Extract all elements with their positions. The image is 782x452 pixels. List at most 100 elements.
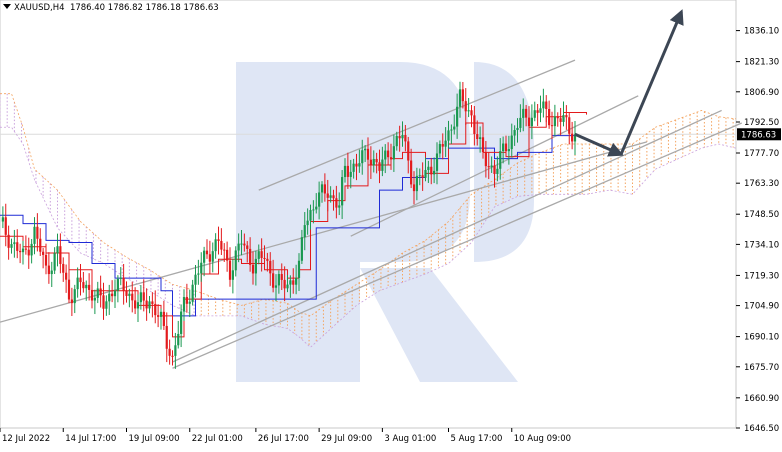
candle-body: [320, 184, 324, 193]
candle-body: [151, 301, 154, 304]
candle-body: [10, 244, 13, 248]
forecast-arrows: [574, 9, 684, 157]
candle-body: [65, 272, 68, 280]
candle-body: [56, 246, 59, 254]
ohlc-values: 1786.40 1786.82 1786.18 1786.63: [69, 3, 219, 13]
candle-body: [99, 288, 102, 296]
candle-body: [309, 210, 312, 221]
watermark-logo: [236, 62, 534, 382]
candle-body: [231, 270, 234, 280]
candle-body: [283, 279, 286, 289]
candle-body: [300, 237, 303, 261]
candle-body: [111, 293, 114, 297]
candle-body: [82, 282, 85, 289]
candle-body: [421, 175, 424, 178]
candle-body: [217, 239, 220, 241]
candle-body: [263, 257, 266, 259]
channel-line: [258, 59, 576, 191]
candle-body: [62, 263, 65, 273]
candle-body: [565, 115, 568, 118]
candle-body: [493, 165, 496, 175]
candle-body: [251, 264, 255, 274]
candle-body: [131, 293, 134, 301]
candle-body: [36, 226, 39, 239]
y-tick-label: 1821.30: [744, 58, 779, 68]
candle-body: [562, 115, 565, 122]
candle-body: [533, 110, 536, 118]
y-tick-label: 1734.10: [744, 240, 779, 250]
forecast-arrow: [619, 9, 684, 156]
candle-body: [453, 126, 456, 130]
candle-body: [226, 249, 229, 261]
x-tick-label: 14 Jul 17:00: [65, 434, 116, 444]
candle-body: [504, 143, 508, 152]
candle-body: [545, 101, 548, 110]
candle-body: [4, 217, 7, 235]
channel-line: [0, 141, 648, 323]
price-axis: 1836.10 1821.30 1806.90 1792.50 1777.70 1763.…: [736, 27, 781, 434]
candle-body: [7, 234, 10, 248]
candle-body: [441, 144, 444, 147]
candle-body: [194, 274, 197, 285]
candle-body: [358, 163, 361, 167]
candle-body: [392, 146, 395, 160]
candle-body: [364, 148, 367, 151]
candle-body: [404, 135, 407, 142]
candle-body: [553, 116, 556, 127]
price-label-box: [737, 128, 781, 141]
y-tick-label: 1660.90: [744, 394, 779, 404]
candle-body: [277, 274, 280, 286]
x-tick-label: 12 Jul 2022: [2, 434, 50, 444]
candle-body: [237, 243, 240, 251]
candle-body: [243, 243, 246, 246]
candle-body: [1, 217, 4, 222]
candle-body: [496, 168, 499, 175]
y-tick-label: 1763.30: [744, 179, 779, 189]
candle-body: [185, 297, 188, 304]
candle-body: [180, 311, 183, 334]
candle-body: [269, 260, 272, 274]
candle-body: [401, 135, 404, 139]
candle-body: [142, 292, 145, 301]
candle-body: [249, 248, 252, 265]
y-tick-label: 1836.10: [744, 27, 779, 37]
candle-body: [39, 238, 42, 252]
candle-body: [174, 345, 177, 356]
x-tick-label: 29 Jul 09:00: [321, 434, 372, 444]
candle-body: [410, 160, 413, 185]
candle-body: [154, 303, 157, 316]
candle-body: [395, 135, 398, 147]
candle-body: [507, 149, 510, 152]
candle-body: [352, 163, 355, 172]
candle-body: [338, 205, 341, 208]
candle-body: [76, 277, 79, 290]
candle-body: [510, 135, 513, 150]
candle-body: [223, 249, 226, 251]
candle-body: [438, 144, 441, 154]
candle-body: [203, 250, 206, 263]
candle-body: [450, 129, 453, 131]
candle-body: [88, 284, 91, 290]
candle-body: [21, 248, 25, 253]
dropdown-triangle-icon[interactable]: [3, 4, 11, 9]
candle-body: [303, 225, 306, 238]
candle-body: [59, 246, 62, 264]
candle-body: [433, 170, 436, 175]
candle-body: [407, 141, 410, 161]
candle-body: [182, 297, 186, 312]
candle-body: [470, 110, 473, 116]
candle-body: [286, 284, 289, 289]
candle-body: [487, 166, 490, 168]
y-tick-label: 1719.30: [744, 271, 779, 281]
candle-body: [542, 101, 545, 109]
senkou-span-b: [0, 126, 737, 348]
candle-body: [295, 277, 298, 285]
candle-body: [272, 273, 275, 288]
candle-body: [67, 279, 71, 300]
x-tick-label: 19 Jul 09:00: [129, 434, 180, 444]
candle-body: [205, 250, 209, 255]
candle-body: [522, 108, 525, 118]
candle-body: [398, 135, 401, 139]
